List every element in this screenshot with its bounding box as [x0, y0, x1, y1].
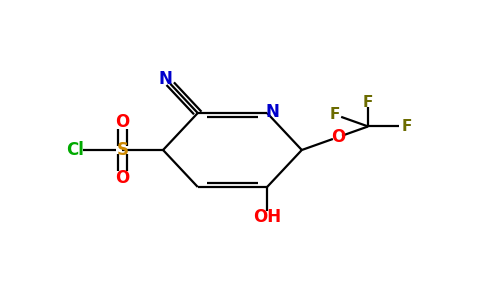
Text: O: O	[331, 128, 346, 146]
Text: O: O	[115, 113, 130, 131]
Text: F: F	[402, 119, 412, 134]
Text: S: S	[116, 141, 128, 159]
Text: F: F	[363, 95, 373, 110]
Text: N: N	[266, 103, 280, 121]
Text: Cl: Cl	[67, 141, 84, 159]
Text: F: F	[329, 107, 340, 122]
Text: O: O	[115, 169, 130, 187]
Text: N: N	[159, 70, 173, 88]
Text: OH: OH	[253, 208, 281, 226]
